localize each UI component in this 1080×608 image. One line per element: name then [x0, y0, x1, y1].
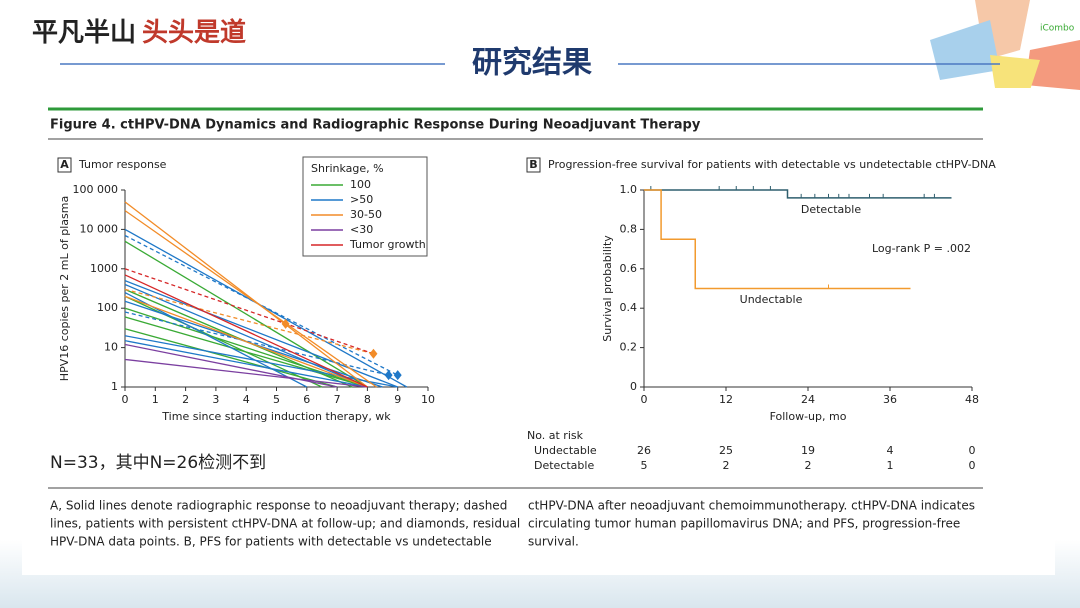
risk-count: 25 — [719, 444, 733, 457]
legend-title: Shrinkage, % — [311, 162, 384, 175]
response-line — [124, 283, 368, 388]
slogan: 平凡半山 — [32, 18, 136, 48]
response-line — [124, 343, 338, 388]
response-line — [124, 288, 374, 355]
panel-letter-box — [526, 157, 541, 173]
annotation: Log-rank P = .002 — [872, 242, 971, 255]
response-line — [124, 201, 368, 388]
panel-letter-box — [57, 157, 72, 173]
response-line — [124, 335, 398, 388]
x-tick-label: 48 — [965, 393, 979, 406]
y-axis-label: HPV16 copies per 2 mL of plasma — [58, 196, 71, 381]
logo: iCombo — [1040, 24, 1075, 34]
x-tick-label: 8 — [364, 393, 371, 406]
panel-title: Progression-free survival for patients w… — [548, 158, 996, 171]
response-line — [124, 228, 408, 388]
slogan: 头头是道 — [142, 17, 246, 48]
decoration — [1025, 40, 1080, 90]
y-tick-label: 1 — [111, 380, 118, 393]
y-tick-label: 0 — [630, 380, 637, 393]
y-tick-label: 0.6 — [620, 262, 638, 275]
decoration — [990, 55, 1040, 90]
legend-label: Tumor growth — [349, 238, 426, 251]
curve-label: Undectable — [740, 293, 803, 306]
risk-count: 26 — [637, 444, 651, 457]
response-line — [124, 316, 368, 388]
response-line — [124, 274, 368, 388]
x-tick-label: 9 — [394, 393, 401, 406]
risk-count: 0 — [969, 444, 976, 457]
residual-marker — [393, 370, 402, 381]
x-tick-label: 7 — [334, 393, 341, 406]
caption-line: ctHPV-DNA after neoadjuvant chemoimmunot… — [528, 499, 975, 513]
y-tick-label: 0.8 — [620, 222, 638, 235]
caption-line: lines, patients with persistent ctHPV-DN… — [50, 517, 520, 531]
y-tick-label: 0.2 — [620, 341, 638, 354]
x-axis-label: Follow-up, mo — [770, 410, 847, 423]
x-tick-label: 0 — [641, 393, 648, 406]
caption-line: A, Solid lines denote radiographic respo… — [50, 499, 507, 513]
curve-label: Detectable — [801, 203, 861, 216]
x-tick-label: 10 — [421, 393, 435, 406]
caption-line: survival. — [528, 535, 579, 549]
risk-count: 2 — [723, 459, 730, 472]
x-tick-label: 1 — [152, 393, 159, 406]
risk-count: 19 — [801, 444, 815, 457]
response-line — [124, 268, 374, 355]
caption-line: HPV-DNA data points. B, PFS for patients… — [50, 535, 492, 549]
x-tick-label: 4 — [243, 393, 250, 406]
x-tick-label: 24 — [801, 393, 815, 406]
risk-count: 2 — [805, 459, 812, 472]
risk-table-title: No. at risk — [527, 429, 584, 442]
risk-count: 4 — [887, 444, 894, 457]
risk-count: 5 — [641, 459, 648, 472]
figure-title: Figure 4. ctHPV-DNA Dynamics and Radiogr… — [50, 118, 701, 133]
legend-label: 100 — [350, 178, 371, 191]
residual-marker — [369, 348, 378, 359]
legend-box — [302, 156, 428, 257]
x-tick-label: 12 — [719, 393, 733, 406]
panel-title: Tumor response — [78, 158, 167, 171]
y-axis-label: Survival probability — [601, 235, 614, 342]
response-line — [124, 340, 368, 388]
y-tick-label: 10 000 — [80, 222, 119, 235]
decoration — [930, 20, 1000, 80]
legend-label: <30 — [350, 223, 373, 236]
risk-count: 0 — [969, 459, 976, 472]
y-tick-label: 0.4 — [620, 301, 638, 314]
response-line — [124, 234, 398, 376]
panel-letter: B — [529, 158, 537, 171]
x-tick-label: 2 — [182, 393, 189, 406]
x-axis-label: Time since starting induction therapy, w… — [161, 410, 391, 423]
residual-marker — [281, 318, 290, 329]
panel-letter: A — [60, 158, 69, 171]
response-line — [124, 210, 377, 388]
x-tick-label: 6 — [303, 393, 310, 406]
y-tick-label: 10 — [104, 341, 118, 354]
y-tick-label: 1.0 — [620, 183, 638, 196]
caption-line: circulating tumor human papillomavirus D… — [528, 517, 960, 531]
risk-row-label: Detectable — [534, 459, 594, 472]
legend-label: >50 — [350, 193, 373, 206]
residual-marker — [384, 370, 393, 381]
response-line — [124, 295, 368, 388]
y-tick-label: 1000 — [90, 262, 118, 275]
risk-count: 1 — [887, 459, 894, 472]
legend-label: 30-50 — [350, 208, 382, 221]
x-tick-label: 36 — [883, 393, 897, 406]
y-tick-label: 100 000 — [73, 183, 119, 196]
survival-curve — [644, 189, 911, 290]
risk-row-label: Undectable — [534, 444, 597, 457]
figure-panel — [22, 88, 1055, 575]
x-tick-label: 0 — [122, 393, 129, 406]
y-tick-label: 100 — [97, 301, 118, 314]
x-tick-label: 5 — [273, 393, 280, 406]
x-tick-label: 3 — [212, 393, 219, 406]
slide-title: 研究结果 — [472, 46, 592, 81]
note: N=33，其中N=26检测不到 — [50, 453, 266, 473]
response-line — [124, 358, 368, 388]
response-line — [124, 240, 368, 388]
